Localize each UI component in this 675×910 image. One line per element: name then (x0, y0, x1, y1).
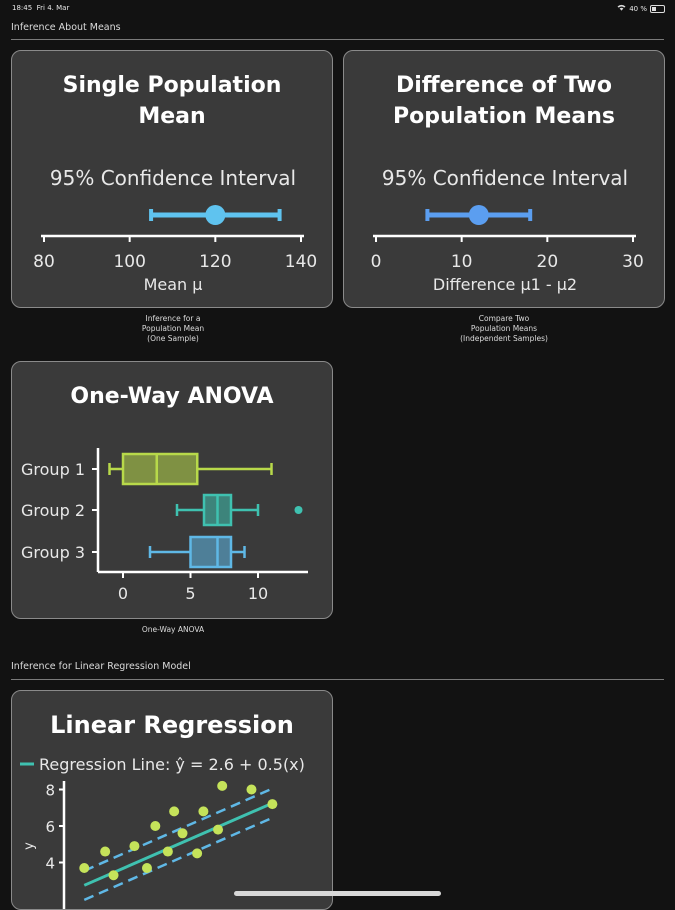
scatter-point (177, 828, 188, 839)
card-linear-regression[interactable]: Linear Regression Regression Line: ŷ = 2… (11, 690, 333, 910)
card-one-way-anova[interactable]: One-Way ANOVA 0 5 10 Group 1 Group 2 Group 3 (11, 361, 333, 619)
group-label: Group 1 (21, 460, 85, 479)
x-tick-label: 10 (248, 584, 268, 603)
x-tick-label: 120 (199, 252, 231, 272)
caption-single-mean: Inference for a Population Mean (One Sam… (141, 314, 205, 343)
card-title: One-Way ANOVA (70, 384, 274, 409)
ci-point-estimate (205, 205, 226, 225)
scatter-point (100, 846, 111, 857)
scatter-point (217, 780, 228, 791)
card-title: Linear Regression (50, 711, 294, 739)
scatter-point (79, 862, 90, 873)
status-right: 40 % (617, 4, 665, 13)
x-tick-label: 5 (185, 584, 195, 603)
x-tick-label: 80 (33, 252, 55, 272)
x-tick-label: 0 (371, 252, 382, 272)
card-single-population-mean[interactable]: Single Population Mean 95% Confidence In… (11, 50, 333, 308)
box (121, 452, 199, 486)
x-tick-label: 0 (118, 584, 128, 603)
box (189, 535, 233, 569)
x-tick-label: 10 (451, 252, 473, 272)
group-label: Group 2 (21, 501, 85, 520)
x-tick-label: 30 (622, 252, 644, 272)
x-tick-label: 20 (537, 252, 559, 272)
scatter-point (192, 848, 203, 859)
y-tick-label: 4 (45, 855, 55, 873)
y-tick-label: 8 (45, 782, 55, 800)
scatter-point (198, 806, 209, 817)
section-title-regression: Inference for Linear Regression Model (11, 661, 191, 672)
scatter-point (108, 870, 119, 881)
lower-band-line (83, 816, 273, 902)
battery-icon (650, 4, 665, 13)
legend-label: Regression Line: ŷ = 2.6 + 0.5(x) (39, 755, 305, 774)
scatter-point (213, 824, 224, 835)
scatter-point (150, 821, 161, 831)
regression-chart: Regression Line: ŷ = 2.6 + 0.5(x) y 4 6 8 (20, 755, 305, 909)
section-divider (11, 679, 664, 680)
y-axis-label: y (22, 842, 37, 850)
caption-anova: One-Way ANOVA (141, 625, 205, 634)
section-divider (11, 39, 664, 40)
anova-boxplot: 0 5 10 Group 1 Group 2 Group 3 (21, 448, 308, 603)
scatter-point (141, 862, 152, 873)
battery-percent: 40 % (629, 4, 647, 13)
status-time: 18:45 Fri 4. Mar (12, 4, 70, 12)
section-title-means: Inference About Means (11, 22, 121, 33)
scatter-point (162, 846, 173, 857)
ci-chart-difference-means: 95% Confidence Interval Difference μ1 - … (371, 166, 644, 294)
outlier-point (294, 506, 303, 514)
y-tick-label: 6 (45, 818, 55, 836)
card-title: Single Population Mean (62, 73, 282, 129)
status-bar: 18:45 Fri 4. Mar 40 % (0, 0, 675, 18)
scatter-point (129, 841, 140, 852)
caption-difference-means: Compare Two Population Means (Independen… (460, 314, 548, 343)
upper-band-line (83, 787, 273, 872)
group-label: Group 3 (21, 543, 85, 562)
ci-point-estimate (468, 205, 489, 225)
ci-chart-single-mean: 95% Confidence Interval Mean μ 80 100 120 1… (33, 166, 317, 294)
x-tick-label: 100 (113, 252, 145, 272)
chart-subtitle: 95% Confidence Interval (382, 166, 628, 190)
scatter-point (169, 806, 180, 817)
scatter-point (246, 784, 257, 795)
card-difference-two-means[interactable]: Difference of Two Population Means 95% C… (343, 50, 665, 308)
wifi-icon (617, 4, 626, 13)
home-indicator[interactable] (234, 891, 441, 896)
axis-label: Difference μ1 - μ2 (433, 275, 577, 294)
scatter-point (267, 799, 278, 810)
axis-label: Mean μ (144, 275, 203, 294)
card-title: Difference of Two Population Means (393, 73, 615, 129)
chart-subtitle: 95% Confidence Interval (50, 166, 296, 190)
x-tick-label: 140 (285, 252, 317, 272)
